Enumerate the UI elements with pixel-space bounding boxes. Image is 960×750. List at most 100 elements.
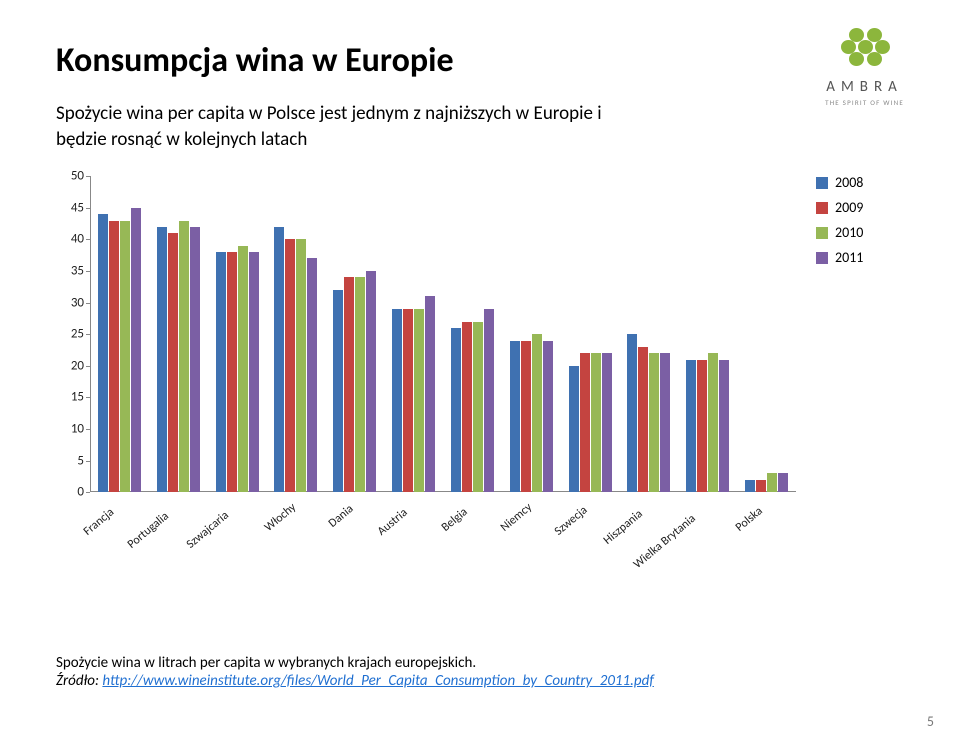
y-tick-label: 35 — [56, 264, 84, 279]
y-tick — [86, 303, 90, 304]
bar — [227, 252, 237, 492]
bar-group — [274, 227, 317, 492]
bar — [745, 480, 755, 493]
source-prefix: Źródło: — [56, 672, 102, 690]
legend-item: 2008 — [816, 174, 863, 191]
bar — [543, 341, 553, 493]
x-axis-label: Szwajcaria — [184, 508, 232, 551]
bar — [414, 309, 424, 492]
legend-label: 2010 — [835, 224, 863, 241]
y-tick — [86, 334, 90, 335]
legend-label: 2011 — [835, 249, 863, 266]
legend-swatch — [816, 227, 828, 239]
legend-item: 2009 — [816, 199, 863, 216]
bar — [719, 360, 729, 493]
x-axis-label: Hiszpania — [601, 507, 646, 548]
bar — [120, 221, 130, 493]
bar — [179, 221, 189, 493]
x-axis-label: Włochy — [262, 501, 299, 535]
y-tick-label: 15 — [56, 390, 84, 405]
bar — [425, 296, 435, 492]
bar — [462, 322, 472, 493]
bar — [344, 277, 354, 492]
y-tick-label: 0 — [56, 485, 84, 500]
bar-group — [216, 246, 259, 492]
bar — [532, 334, 542, 492]
y-tick — [86, 271, 90, 272]
bar — [98, 214, 108, 492]
x-axis-label: Dania — [326, 502, 356, 531]
bar — [366, 271, 376, 492]
bar — [638, 347, 648, 492]
slide-title: Konsumpcja wina w Europie — [56, 40, 904, 81]
bar — [569, 366, 579, 492]
bar — [697, 360, 707, 493]
slide-subtitle: Spożycie wina per capita w Polsce jest j… — [56, 101, 656, 152]
plot-area — [90, 176, 796, 492]
caption-text: Spożycie wina w litrach per capita w wyb… — [56, 654, 476, 672]
x-axis-label: Niemcy — [498, 501, 535, 535]
source-link[interactable]: http://www.wineinstitute.org/files/World… — [102, 672, 654, 690]
y-tick-label: 5 — [56, 453, 84, 468]
chart-caption: Spożycie wina w litrach per capita w wyb… — [56, 654, 654, 690]
bar — [649, 353, 659, 492]
y-tick — [86, 366, 90, 367]
y-tick-label: 25 — [56, 327, 84, 342]
bar — [285, 239, 295, 492]
bar — [473, 322, 483, 493]
bar — [686, 360, 696, 493]
brand-logo: AMBRA THE SPIRIT OF WINE — [825, 28, 904, 107]
bar — [131, 208, 141, 492]
bar-group — [686, 353, 729, 492]
bar — [627, 334, 637, 492]
bar — [451, 328, 461, 492]
bar — [296, 239, 306, 492]
y-tick-label: 45 — [56, 200, 84, 215]
legend-label: 2008 — [835, 174, 863, 191]
y-tick — [86, 397, 90, 398]
bar-group — [98, 208, 141, 492]
legend-item: 2010 — [816, 224, 863, 241]
bar-group — [392, 296, 435, 492]
y-tick — [86, 461, 90, 462]
y-tick-label: 50 — [56, 169, 84, 184]
y-tick-label: 40 — [56, 232, 84, 247]
bar — [190, 227, 200, 492]
x-axis-label: Austria — [375, 506, 410, 539]
x-axis-label: Francja — [81, 506, 117, 539]
logo-tagline: THE SPIRIT OF WINE — [825, 98, 904, 107]
y-tick — [86, 239, 90, 240]
bar — [756, 480, 766, 493]
bar-group — [569, 353, 612, 492]
bar — [591, 353, 601, 492]
x-axis-label: Polska — [733, 505, 766, 535]
bar — [510, 341, 520, 493]
consumption-bar-chart: 05101520253035404550FrancjaPortugaliaSzw… — [56, 176, 796, 556]
bar-group — [745, 473, 788, 492]
y-tick-label: 30 — [56, 295, 84, 310]
y-tick — [86, 176, 90, 177]
bar — [403, 309, 413, 492]
x-axis-label: Szwecja — [552, 504, 590, 539]
legend-swatch — [816, 177, 828, 189]
bar — [660, 353, 670, 492]
bar — [307, 258, 317, 492]
legend-swatch — [816, 252, 828, 264]
logo-name: AMBRA — [825, 78, 904, 96]
bar — [355, 277, 365, 492]
bar — [484, 309, 494, 492]
y-tick — [86, 208, 90, 209]
bar — [580, 353, 590, 492]
legend-swatch — [816, 202, 828, 214]
bar — [274, 227, 284, 492]
bar — [249, 252, 259, 492]
bar — [216, 252, 226, 492]
y-tick — [86, 429, 90, 430]
bar-group — [510, 334, 553, 492]
bar — [521, 341, 531, 493]
bar — [767, 473, 777, 492]
bar — [602, 353, 612, 492]
bar — [157, 227, 167, 492]
bar — [333, 290, 343, 492]
x-axis-label: Portugalia — [125, 509, 172, 551]
